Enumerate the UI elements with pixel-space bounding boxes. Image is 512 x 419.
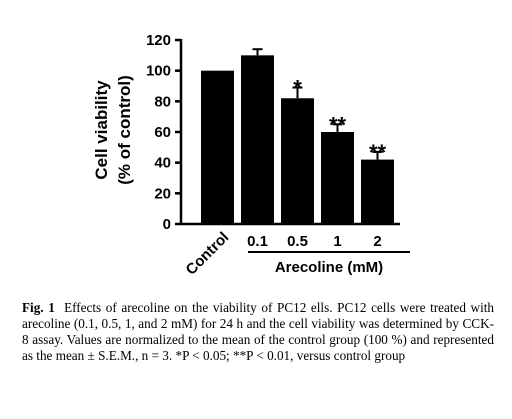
- y-tick-label: 80: [154, 93, 171, 110]
- bar: [281, 98, 314, 224]
- bar: [321, 132, 354, 224]
- x-tick-label: 0.5: [287, 233, 308, 250]
- x-tick-label: 0.1: [247, 233, 268, 250]
- y-tick-label: 20: [154, 185, 171, 202]
- significance-marker: *: [293, 76, 302, 101]
- figure-caption-text: Effects of arecoline on the viability of…: [22, 300, 495, 363]
- bar-chart: Cell viability (% of control) 0 20 40 60 80 1…: [92, 32, 410, 279]
- y-axis-label-line1: Cell viability: [92, 80, 111, 180]
- bars: *****: [201, 48, 394, 225]
- y-axis: 0 20 40 60 80 100 120: [146, 32, 183, 233]
- bar: [361, 159, 394, 224]
- y-tick-label: 40: [154, 155, 171, 172]
- x-tick-label: 1: [333, 233, 341, 250]
- y-tick-label: 60: [154, 124, 171, 141]
- group-label: Arecoline (mM): [275, 259, 383, 276]
- figure-label: Fig. 1: [22, 300, 55, 315]
- y-tick-label: 0: [163, 216, 171, 233]
- x-tick-label: 2: [373, 233, 381, 250]
- y-axis-label: Cell viability (% of control): [92, 75, 134, 185]
- group-annotation: Arecoline (mM): [248, 251, 410, 276]
- y-tick-label: 100: [146, 63, 171, 80]
- x-tick-label: Control: [183, 229, 233, 279]
- figure-caption: Fig. 1 Effects of arecoline on the viabi…: [22, 300, 494, 364]
- y-axis-label-line2: (% of control): [115, 75, 134, 185]
- significance-marker: **: [329, 112, 347, 137]
- bar: [201, 70, 234, 225]
- significance-marker: **: [369, 140, 387, 165]
- bar: [241, 55, 274, 225]
- y-tick-label: 120: [146, 32, 171, 49]
